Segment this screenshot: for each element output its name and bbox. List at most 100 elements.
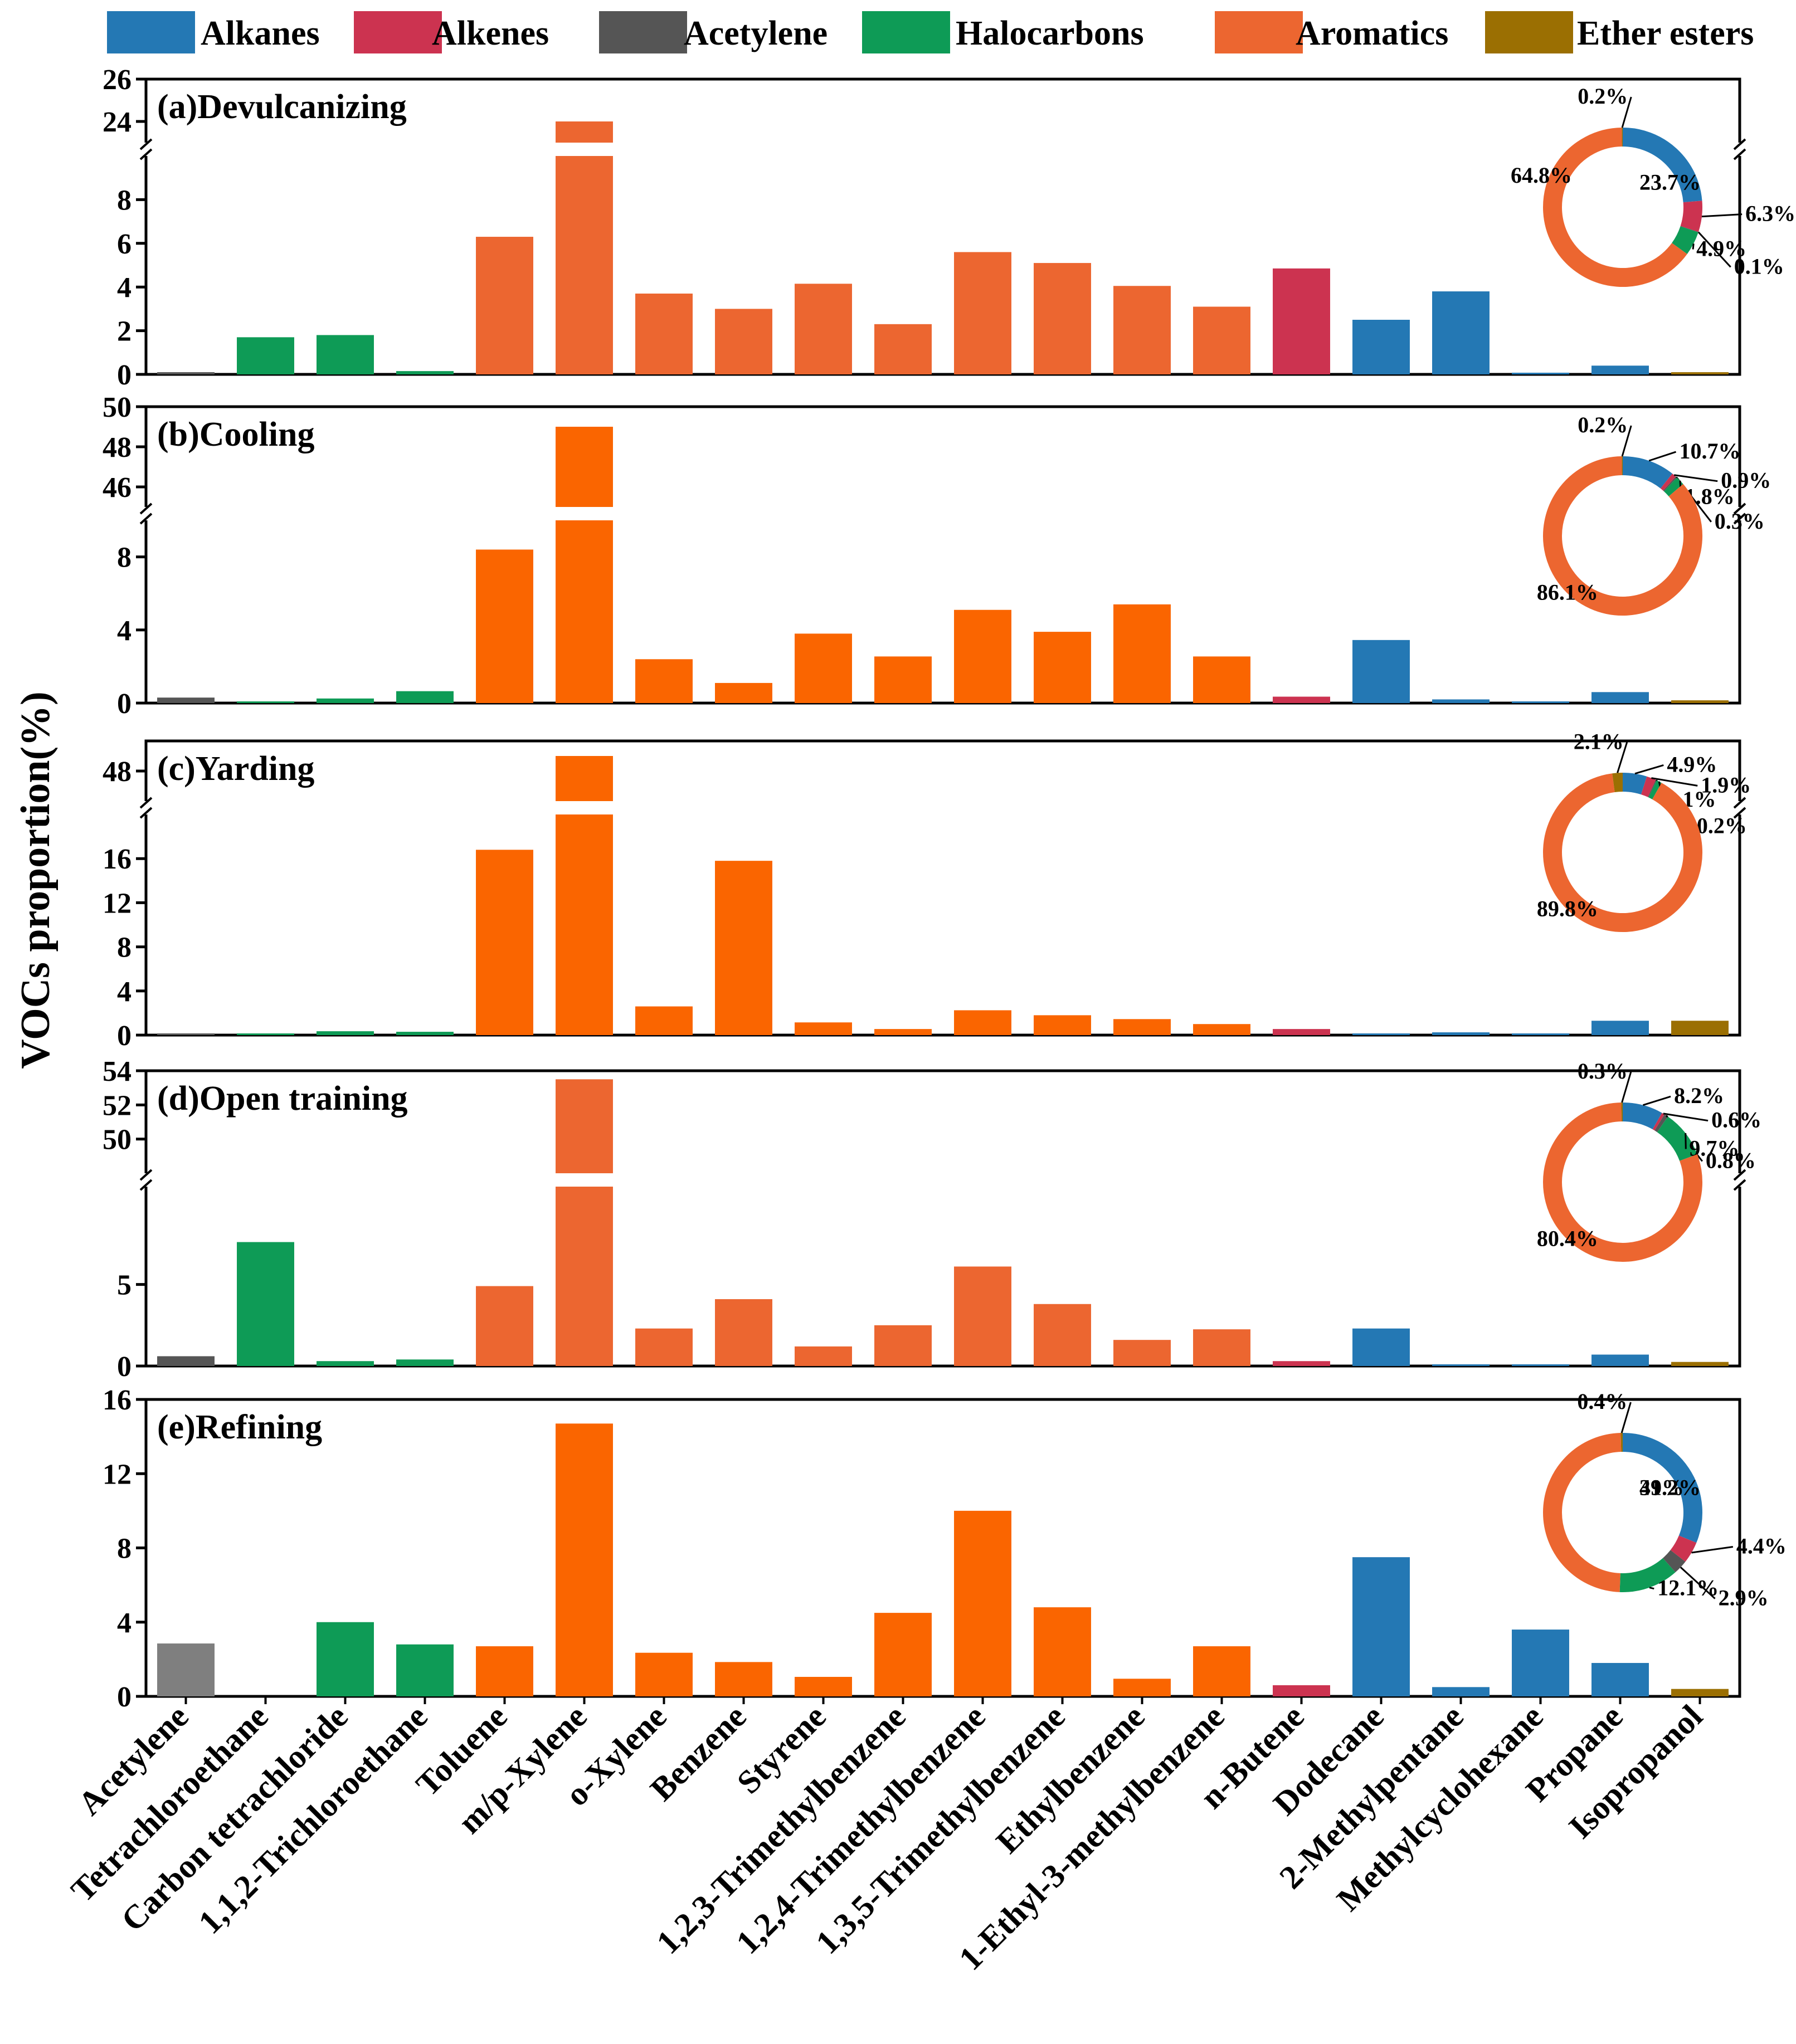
y-tick-label-2-upper0: 48 (103, 756, 132, 788)
panel-0: 024682426(a)Devulcanizing23.7%6.3%0.1%4.… (103, 64, 1795, 391)
y-tick-label-3-upper2: 54 (103, 1056, 132, 1087)
panel-frame-1 (144, 405, 1741, 705)
bar-4-11 (1034, 1607, 1091, 1696)
bar-1-13 (1193, 656, 1250, 703)
bar-4-13 (1193, 1646, 1250, 1696)
donut-leader-4-5 (1620, 1402, 1632, 1433)
donut-label-4-1: 4.4% (1736, 1533, 1787, 1558)
bar-1-9 (874, 656, 932, 703)
y-tick-label-2-lower3: 12 (103, 887, 132, 919)
donut-label-4-4: 49% (1639, 1475, 1684, 1500)
bar-2-6 (635, 1006, 693, 1035)
donut-leader-2-1 (1651, 777, 1698, 787)
y-tick-label-0-upper1: 26 (103, 64, 132, 96)
bar-3-0 (157, 1356, 215, 1366)
donut-slice-2-5 (1612, 773, 1623, 792)
panels: 024682426(a)Devulcanizing23.7%6.3%0.1%4.… (103, 64, 1795, 1713)
bar-0-14 (1273, 268, 1330, 374)
bar-4-5 (556, 1423, 613, 1696)
bar-0-10 (954, 252, 1011, 374)
bar-1-6 (635, 659, 693, 703)
bar-2-19 (1671, 1021, 1729, 1035)
donut-leader-2-0 (1634, 764, 1664, 775)
axis-break-mark-1-1b (1733, 513, 1746, 525)
donut-label-3-0: 8.2% (1674, 1083, 1724, 1108)
donut-slice-1-0 (1622, 456, 1673, 489)
bar-3-13 (1193, 1329, 1250, 1366)
bar-0-8 (795, 284, 852, 374)
panel-title-4: (e)Refining (157, 1408, 322, 1446)
donut-slice-3-0 (1622, 1103, 1662, 1130)
y-tick-label-4-lower3: 12 (103, 1458, 132, 1490)
bar-3-8 (795, 1346, 852, 1366)
bar-0-9 (874, 324, 932, 374)
donut-4: 31.2% 4.4% 2.9%12.1% 49% 0.4% (1543, 1389, 1787, 1611)
bar-3-16 (1432, 1364, 1490, 1366)
donut-label-1-2: 0.3% (1715, 509, 1765, 534)
bar-4-10 (954, 1510, 1011, 1696)
bar-1-3 (396, 691, 454, 703)
donut-label-3-5: 0.3% (1578, 1058, 1628, 1084)
bar-1-8 (795, 633, 852, 703)
donut-leader-3-5 (1621, 1071, 1632, 1103)
y-tick-label-1-upper1: 48 (103, 432, 132, 464)
axis-break-mark-2-0a (139, 797, 153, 809)
bar-0-3 (396, 371, 454, 374)
bar-3-6 (635, 1328, 693, 1366)
bar-1-16 (1432, 699, 1490, 703)
bar-2-9 (874, 1029, 932, 1035)
axis-break-mark-3-1a (1733, 1169, 1746, 1181)
bar-0-17 (1512, 373, 1569, 374)
legend-swatch-1 (354, 11, 442, 53)
bar-0-18 (1591, 365, 1649, 374)
legend-swatch-3 (862, 11, 950, 53)
y-tick-label-2-lower2: 8 (117, 932, 132, 964)
bar-1-11 (1034, 632, 1091, 703)
bar-1-5-upper (556, 427, 613, 507)
donut-label-0-0: 23.7% (1639, 170, 1701, 195)
donut-leader-0-1 (1701, 213, 1743, 218)
bar-4-14 (1273, 1685, 1330, 1696)
donut-leader-3-0 (1642, 1095, 1671, 1106)
bar-0-12 (1113, 286, 1171, 374)
axis-break-mark-2-1b (1733, 807, 1746, 819)
donut-label-2-1: 1.9% (1701, 772, 1751, 797)
y-tick-label-1-lower2: 8 (117, 542, 132, 574)
bar-4-6 (635, 1652, 693, 1696)
axis-break-mark-0-0b (139, 148, 153, 160)
bar-4-16 (1432, 1687, 1490, 1696)
y-tick-label-1-upper0: 46 (103, 472, 132, 504)
y-tick-label-0-lower0: 0 (117, 359, 132, 391)
bar-0-5 (556, 156, 613, 374)
bar-3-11 (1034, 1304, 1091, 1366)
legend-swatch-2 (599, 11, 687, 53)
bar-1-2 (317, 698, 374, 703)
bar-3-15 (1352, 1328, 1410, 1366)
panel-title-1: (b)Cooling (157, 416, 314, 453)
donut-slice-2-3 (1648, 780, 1662, 799)
y-tick-label-0-lower2: 4 (117, 272, 132, 304)
bar-2-10 (954, 1010, 1011, 1035)
bar-2-2 (317, 1031, 374, 1035)
bar-2-5 (556, 814, 613, 1035)
bar-3-10 (954, 1266, 1011, 1366)
panel-title-3: (d)Open training (157, 1080, 408, 1118)
bar-0-19 (1671, 372, 1729, 374)
legend-label-2: Acetylene (684, 14, 828, 52)
y-tick-label-2-lower0: 0 (117, 1020, 132, 1052)
bar-0-5-upper (556, 121, 613, 143)
donut-2: 4.9%1.9%0.2%1.1%89.8%2.1% (1537, 729, 1751, 932)
donut-label-2-2: 0.2% (1697, 813, 1747, 838)
y-tick-label-0-lower1: 2 (117, 316, 132, 348)
bar-0-1 (237, 337, 294, 374)
y-tick-label-1-upper2: 50 (103, 392, 132, 423)
legend-label-3: Halocarbons (956, 14, 1144, 52)
bar-2-11 (1034, 1015, 1091, 1035)
bar-2-18 (1591, 1021, 1649, 1035)
bar-1-14 (1273, 696, 1330, 703)
donut-slice-1-1 (1660, 474, 1676, 491)
donut-slice-2-1 (1641, 776, 1656, 797)
